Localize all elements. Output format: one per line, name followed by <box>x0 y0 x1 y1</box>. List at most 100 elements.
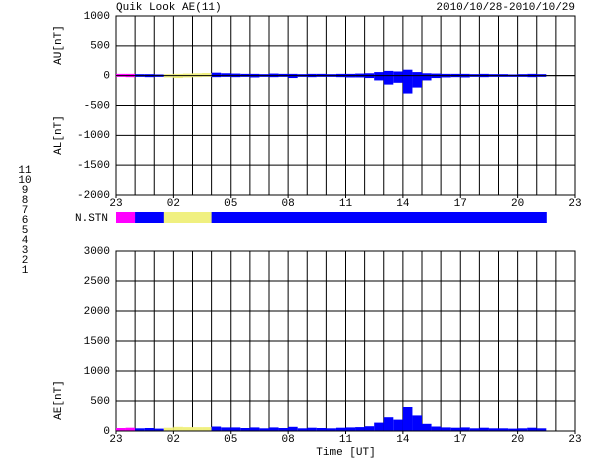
value-bar <box>383 75 394 85</box>
value-bar <box>469 75 480 77</box>
value-bar <box>364 426 375 431</box>
x-tick-label: 11 <box>339 198 353 210</box>
value-bar <box>422 73 432 76</box>
value-bar <box>412 415 422 431</box>
x-tick-label: 11 <box>339 434 353 446</box>
x-tick-label: 02 <box>167 434 180 446</box>
value-bar <box>278 73 289 76</box>
value-bar <box>154 75 164 77</box>
value-bar <box>536 428 547 431</box>
value-bar <box>335 75 346 78</box>
value-bar <box>508 74 518 76</box>
value-bar <box>383 417 394 431</box>
value-bar <box>125 73 136 76</box>
value-bar <box>527 75 537 78</box>
value-bar <box>402 407 413 431</box>
value-bar <box>355 75 365 78</box>
value-bar <box>479 75 489 78</box>
value-bar <box>431 73 442 76</box>
value-bar <box>393 75 403 83</box>
value-bar <box>125 75 136 78</box>
station-bar <box>116 212 127 223</box>
value-bar <box>173 426 183 431</box>
value-bar <box>374 422 384 431</box>
x-tick-label: 23 <box>568 434 581 446</box>
value-bar <box>326 75 336 77</box>
station-bar <box>163 212 174 223</box>
value-bar <box>460 75 470 78</box>
station-bar <box>479 212 490 223</box>
value-bar <box>240 73 250 76</box>
value-bar <box>345 73 356 76</box>
x-tick-label: 17 <box>454 198 467 210</box>
station-bar <box>221 212 232 223</box>
value-bar <box>469 428 480 431</box>
station-bar <box>460 212 471 223</box>
station-legend-label: 4 <box>22 235 29 247</box>
station-bar <box>383 212 394 223</box>
station-legend-label: 11 <box>18 165 32 177</box>
value-bar <box>240 428 250 431</box>
value-bar <box>192 427 203 431</box>
value-bar <box>460 73 470 76</box>
station-bar <box>211 212 222 223</box>
value-bar <box>154 74 164 76</box>
station-bar <box>297 212 308 223</box>
y-tick-label: 0 <box>103 71 110 83</box>
value-bar <box>163 427 174 431</box>
value-bar <box>355 427 365 431</box>
value-bar <box>517 428 528 431</box>
y-axis-label: AU[nT] <box>53 25 65 65</box>
value-bar <box>288 75 298 79</box>
station-bar <box>364 212 375 223</box>
value-bar <box>221 73 231 76</box>
station-bar <box>173 212 184 223</box>
station-legend-label: 1 <box>22 265 29 277</box>
value-bar <box>307 73 317 76</box>
value-bar <box>211 75 222 78</box>
value-bar <box>488 74 499 76</box>
x-axis-label: Time [UT] <box>316 447 375 459</box>
station-bar <box>517 212 528 223</box>
y-tick-label: 2000 <box>84 306 110 318</box>
station-bar <box>249 212 260 223</box>
value-bar <box>116 428 126 431</box>
value-bar <box>297 74 308 76</box>
value-bar <box>182 427 193 431</box>
value-bar <box>517 75 528 77</box>
value-bar <box>479 427 489 431</box>
value-bar <box>402 75 413 94</box>
value-bar <box>441 75 451 78</box>
value-bar <box>116 73 126 76</box>
value-bar <box>450 73 461 76</box>
value-bar <box>230 427 241 431</box>
station-bar <box>498 212 509 223</box>
value-bar <box>135 74 145 76</box>
value-bar <box>488 75 499 77</box>
value-bar <box>536 74 547 76</box>
x-tick-label: 23 <box>568 198 581 210</box>
value-bar <box>345 427 356 431</box>
value-bar <box>116 75 126 77</box>
value-bar <box>335 427 346 431</box>
station-bar <box>278 212 289 223</box>
station-bar <box>527 212 538 223</box>
value-bar <box>441 73 451 76</box>
station-bar <box>182 212 193 223</box>
value-bar <box>450 75 461 78</box>
station-legend-label: 3 <box>22 245 29 257</box>
station-legend-label: 9 <box>22 185 29 197</box>
station-bar <box>144 212 155 223</box>
value-bar <box>374 75 384 81</box>
value-bar <box>383 70 394 76</box>
value-bar <box>326 74 336 76</box>
station-label: N.STN <box>75 213 108 225</box>
x-tick-label: 02 <box>167 198 180 210</box>
value-bar <box>393 419 403 431</box>
value-bar <box>316 428 327 431</box>
station-bar <box>412 212 423 223</box>
value-bar <box>536 75 547 77</box>
value-bar <box>125 427 136 431</box>
value-bar <box>508 75 518 77</box>
